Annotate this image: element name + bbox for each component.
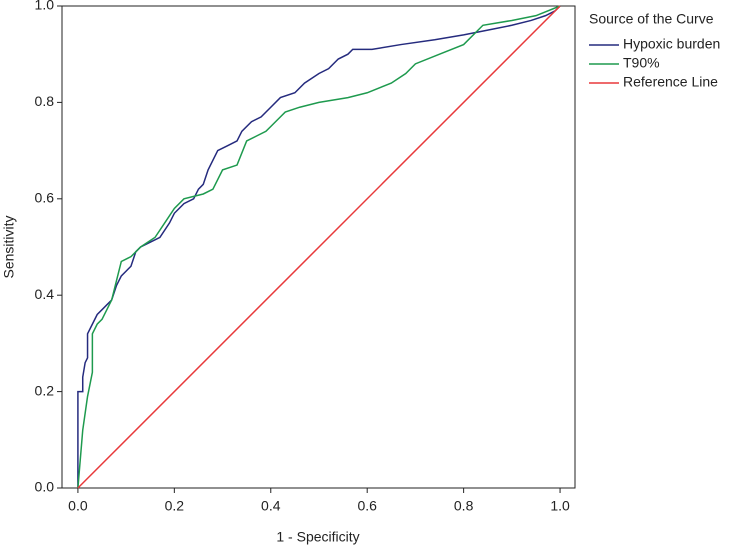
legend-label: T90% (623, 55, 660, 71)
x-tick-label: 0.2 (165, 498, 185, 514)
x-axis-label: 1 - Specificity (276, 529, 359, 545)
plot-frame (61, 5, 576, 489)
roc-curve (77, 5, 561, 488)
y-tick-label: 0.2 (35, 382, 55, 398)
y-tick-label: 0.0 (35, 479, 55, 495)
roc-curve (77, 5, 561, 489)
legend-label: Reference Line (623, 74, 718, 90)
x-tick-label: 0.4 (261, 498, 281, 514)
legend-title: Source of the Curve (589, 11, 714, 27)
y-tick-label: 1.0 (35, 0, 55, 13)
y-tick-label: 0.6 (35, 190, 55, 206)
y-tick-label: 0.8 (35, 93, 55, 109)
x-tick-label: 0.0 (68, 498, 88, 514)
x-tick-label: 0.8 (454, 498, 474, 514)
y-tick-label: 0.4 (35, 286, 55, 302)
x-tick-label: 0.6 (357, 498, 377, 514)
legend-label: Hypoxic burden (623, 36, 720, 52)
y-axis-label: Sensitivity (1, 215, 17, 278)
x-tick-label: 1.0 (550, 498, 570, 514)
roc-curve (77, 5, 561, 489)
